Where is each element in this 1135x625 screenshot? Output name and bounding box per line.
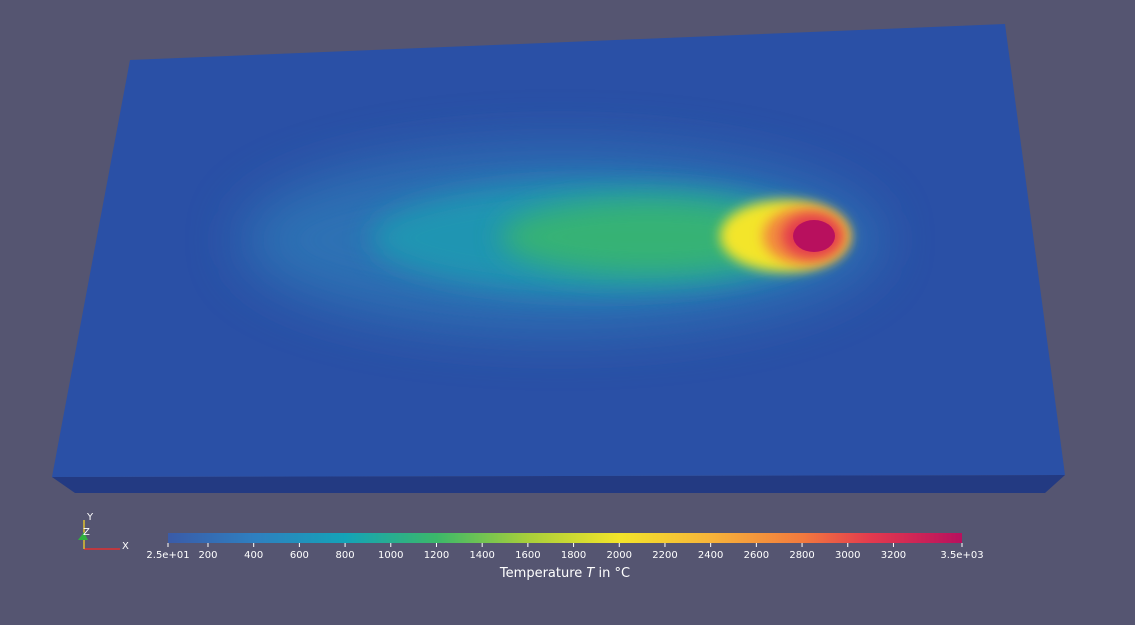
colorbar-tick-label: 2600 <box>744 550 769 561</box>
colorbar-tick-label: 1600 <box>515 550 540 561</box>
colorbar-tick-label: 2800 <box>789 550 814 561</box>
title-text: Temperature <box>499 566 586 581</box>
heat-core <box>793 220 835 252</box>
colorbar-tick-label: 2.5e+01 <box>146 550 189 561</box>
colorbar-tick-label: 600 <box>290 550 309 561</box>
colorbar-tick-label: 2000 <box>607 550 632 561</box>
colorbar-tick-label: 800 <box>336 550 355 561</box>
colorbar-tick-label: 2200 <box>652 550 677 561</box>
slab-side <box>52 475 1065 493</box>
colorbar-tick-label: 1200 <box>424 550 449 561</box>
colorbar-tick-label: 1800 <box>561 550 586 561</box>
colorbar-title: Temperature T in °C <box>499 566 630 581</box>
colorbar-tick-label: 200 <box>198 550 217 561</box>
colorbar-tick-label: 400 <box>244 550 263 561</box>
temperature-field <box>240 150 880 330</box>
colorbar-tick-label: 2400 <box>698 550 723 561</box>
colorbar-tick-label: 3200 <box>881 550 906 561</box>
x-axis-label: X <box>122 541 129 552</box>
render-view: X Y Z Temperature T in °C 2.5e+01 200 400 6… <box>0 0 1135 625</box>
colorbar-gradient <box>168 533 962 543</box>
y-axis-label: Y <box>86 512 94 523</box>
title-text: in °C <box>594 566 630 581</box>
colorbar-tick-label: 1400 <box>469 550 494 561</box>
colorbar-tick-label: 3000 <box>835 550 860 561</box>
colorbar-tick-label: 3.5e+03 <box>940 550 983 561</box>
page: X Y Z Temperature T in °C 2.5e+01 200 400 6… <box>0 0 1135 625</box>
colorbar-tick-label: 1000 <box>378 550 403 561</box>
z-axis-label: Z <box>83 527 90 538</box>
